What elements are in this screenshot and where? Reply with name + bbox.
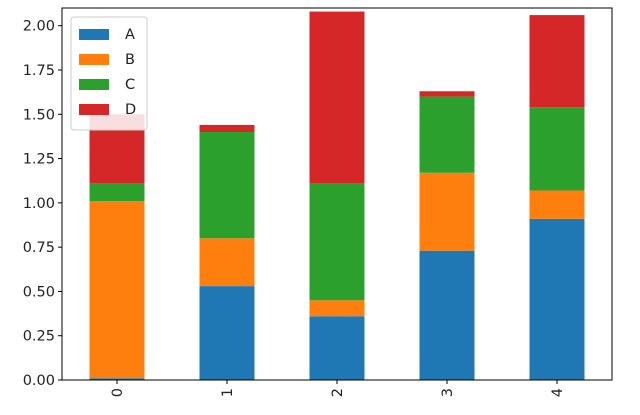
y-tick-label: 1.25	[23, 152, 55, 168]
legend-label-b: B	[125, 52, 135, 68]
legend-swatch-a	[79, 29, 109, 40]
x-tick-label: 4	[550, 388, 566, 397]
legend-label-a: A	[125, 27, 135, 43]
bar-d-1	[199, 124, 255, 132]
y-tick-label: 0.25	[23, 329, 55, 345]
y-tick-label: 2.00	[23, 19, 55, 35]
y-tick-label: 0.50	[23, 284, 55, 300]
x-tick-label: 2	[330, 388, 346, 397]
y-tick-label: 0.75	[23, 240, 55, 256]
bar-a-3	[419, 250, 475, 380]
legend-label-c: C	[125, 77, 135, 93]
bar-c-3	[419, 96, 475, 173]
bar-b-3	[419, 172, 475, 251]
bar-b-1	[199, 238, 255, 287]
y-tick-label: 1.00	[23, 196, 55, 212]
bar-b-2	[309, 300, 365, 317]
y-axis: 0.00 0.25 0.50 0.75 1.00 1.25 1.50 1.75 2.00	[23, 19, 62, 389]
bar-a-1	[199, 286, 255, 380]
x-tick-label: 1	[220, 388, 236, 397]
y-tick-label: 0.00	[23, 373, 55, 389]
legend-swatch-b	[79, 54, 109, 65]
plot-frame	[61, 7, 613, 381]
x-tick-label: 3	[440, 388, 456, 397]
y-tick-label: 1.50	[23, 107, 55, 123]
bar-b-0	[89, 201, 145, 379]
legend-swatch-d	[79, 104, 109, 115]
bar-a-4	[529, 218, 585, 380]
legend-label-d: D	[125, 102, 136, 118]
legend-box	[70, 16, 148, 131]
bar-c-2	[309, 183, 365, 301]
bar-b-4	[529, 190, 585, 219]
bar-d-4	[529, 15, 585, 108]
x-axis: 0 1 2 3 4	[110, 380, 566, 397]
bar-d-3	[419, 91, 475, 97]
bar-c-0	[89, 183, 145, 202]
bar-c-1	[199, 132, 255, 239]
bar-a-0	[89, 378, 145, 380]
y-tick-label: 1.75	[23, 63, 55, 79]
bar-d-2	[309, 11, 365, 184]
bar-stacks	[89, 11, 585, 380]
legend-swatch-c	[79, 79, 109, 90]
x-tick-label: 0	[110, 388, 126, 397]
bar-a-2	[309, 316, 365, 380]
bar-c-4	[529, 107, 585, 191]
